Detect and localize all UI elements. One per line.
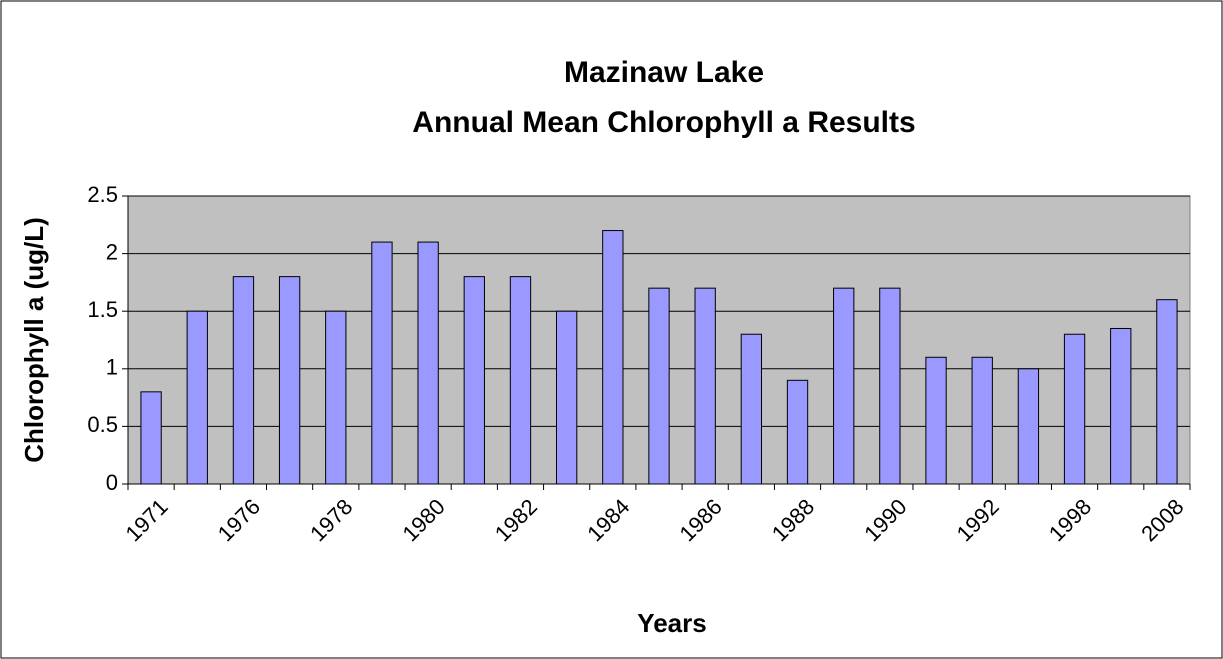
y-tick-label: 1 [106,355,118,380]
bar [140,391,162,485]
x-axis-title: Years [637,608,706,638]
y-tick-label: 0.5 [87,412,118,437]
y-axis-title: Chlorophyll a (ug/L) [19,217,49,463]
bar [1110,327,1132,485]
bar [971,356,993,485]
bar [648,287,670,485]
bar [1063,333,1086,485]
bar [786,379,809,485]
bar [325,310,347,485]
bar [278,276,301,485]
y-tick-label: 0 [106,470,118,495]
bar [879,287,901,485]
bar [1156,299,1178,485]
bar [555,310,578,485]
bar [1017,368,1040,485]
bar [232,276,255,485]
bar [925,356,947,485]
y-tick-label: 2 [106,239,118,264]
bar [509,276,532,485]
bar [694,287,716,485]
bar [186,310,208,485]
bar [463,276,485,485]
chart-title: Annual Mean Chlorophyll a Results [412,106,915,139]
bar [833,287,855,485]
y-tick-label: 2.5 [87,182,118,207]
chart-title: Mazinaw Lake [564,56,764,89]
y-tick-label: 1.5 [87,297,118,322]
bar [602,230,624,485]
bar [371,241,393,485]
bar [740,333,763,485]
bar [417,241,439,485]
